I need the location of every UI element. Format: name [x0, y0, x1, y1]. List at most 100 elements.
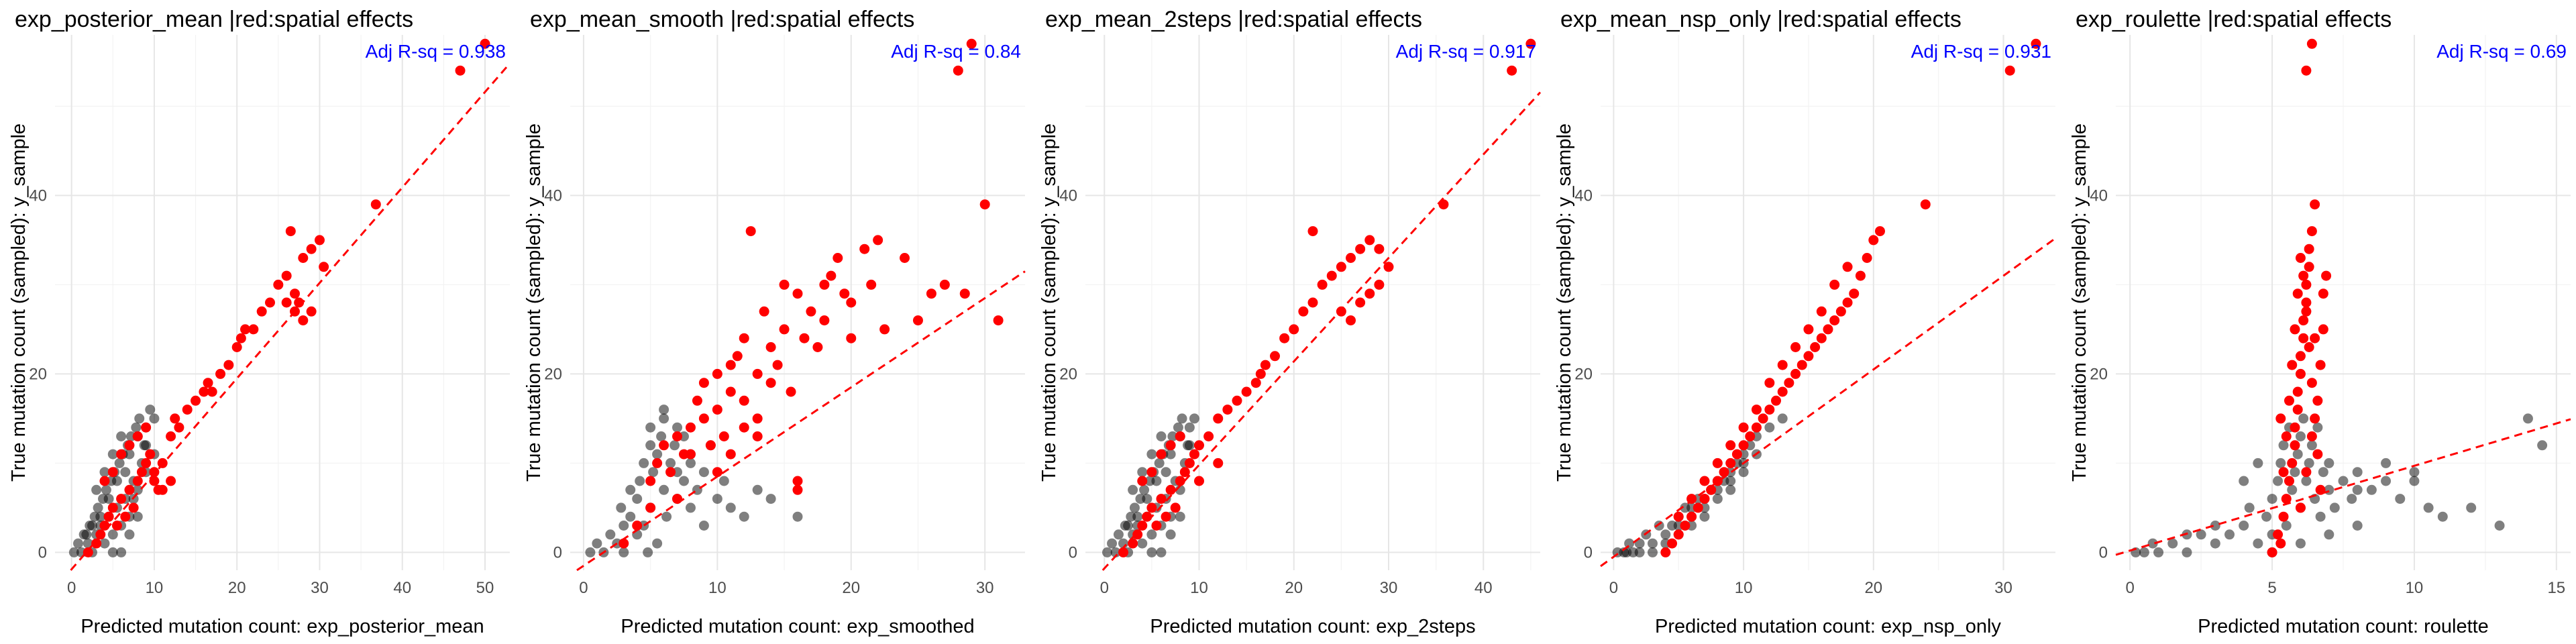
data-point-other — [2304, 458, 2314, 468]
data-point-spatial — [91, 538, 102, 549]
x-axis-label: Predicted mutation count: roulette — [2198, 616, 2489, 637]
data-point-spatial — [2304, 244, 2314, 254]
data-point-spatial — [1738, 422, 1749, 433]
data-point-other — [132, 511, 143, 522]
data-point-spatial — [2004, 65, 2015, 76]
plot-area — [1085, 35, 1542, 572]
plot-area — [570, 35, 1026, 572]
data-point-other — [131, 422, 142, 433]
data-point-other — [685, 458, 696, 468]
data-point-spatial — [1790, 368, 1801, 379]
data-point-spatial — [1507, 65, 1517, 76]
data-point-spatial — [2310, 333, 2320, 343]
data-point-other — [116, 431, 127, 441]
data-point-spatial — [705, 440, 716, 451]
panel-title: exp_posterior_mean |red:spatial effects — [15, 7, 413, 32]
data-point-other — [656, 431, 667, 441]
data-point-other — [1184, 440, 1195, 451]
data-point-spatial — [1222, 405, 1233, 415]
data-point-other — [1156, 547, 1167, 557]
data-point-other — [2324, 458, 2334, 468]
data-point-spatial — [1279, 333, 1290, 343]
data-point-spatial — [215, 368, 226, 379]
data-point-other — [2239, 476, 2249, 486]
data-point-spatial — [314, 235, 325, 246]
data-point-spatial — [2321, 270, 2332, 281]
data-point-spatial — [2292, 386, 2303, 397]
data-point-other — [625, 484, 636, 495]
data-point-spatial — [2310, 413, 2320, 424]
panel-title: exp_mean_nsp_only |red:spatial effects — [1560, 7, 1962, 32]
data-point-other — [652, 538, 663, 549]
data-point-spatial — [141, 422, 152, 433]
data-point-spatial — [2281, 431, 2292, 441]
data-point-other — [2329, 502, 2340, 513]
data-point-spatial — [1835, 306, 1846, 317]
data-point-other — [659, 484, 669, 495]
data-point-other — [87, 521, 97, 531]
data-point-other — [1156, 431, 1167, 441]
data-point-other — [1128, 484, 1138, 495]
data-point-spatial — [759, 306, 769, 317]
data-point-other — [625, 511, 636, 522]
data-point-spatial — [1165, 484, 1176, 495]
data-point-other — [592, 538, 602, 549]
data-point-spatial — [2292, 288, 2303, 299]
data-point-other — [1129, 502, 1140, 513]
data-point-other — [1173, 422, 1183, 433]
data-point-spatial — [1790, 342, 1801, 352]
data-point-spatial — [1161, 511, 1171, 522]
panel-posterior-mean: exp_posterior_mean |red:spatial effects … — [8, 7, 511, 637]
data-point-spatial — [718, 431, 729, 441]
x-tick-label: 30 — [1380, 579, 1398, 597]
data-point-spatial — [1777, 386, 1788, 397]
data-point-other — [2210, 521, 2220, 531]
data-point-spatial — [1777, 360, 1788, 370]
data-point-spatial — [1829, 279, 1840, 290]
data-point-spatial — [979, 199, 990, 210]
data-point-other — [1647, 547, 1658, 557]
data-point-spatial — [145, 449, 156, 460]
plot-area — [2115, 35, 2571, 570]
plot-area — [1600, 35, 2056, 570]
data-point-other — [739, 511, 749, 522]
data-point-spatial — [149, 467, 160, 478]
data-point-spatial — [2301, 297, 2312, 308]
data-point-other — [2153, 547, 2164, 557]
data-point-spatial — [645, 476, 656, 486]
data-point-spatial — [285, 226, 296, 237]
data-point-other — [99, 467, 110, 478]
data-point-spatial — [128, 502, 139, 513]
data-point-other — [1189, 413, 1199, 424]
data-point-spatial — [480, 38, 490, 49]
data-point-other — [2381, 476, 2392, 486]
data-point-spatial — [2315, 360, 2326, 370]
data-point-spatial — [2312, 449, 2323, 460]
data-point-spatial — [632, 521, 643, 531]
y-tick-label: 20 — [1059, 365, 1077, 383]
data-point-spatial — [2287, 360, 2298, 370]
data-point-spatial — [1165, 440, 1176, 451]
data-point-other — [68, 547, 79, 557]
data-point-other — [2182, 547, 2192, 557]
data-point-other — [643, 547, 653, 557]
data-point-spatial — [1374, 279, 1385, 290]
data-point-spatial — [1346, 253, 1356, 263]
data-point-spatial — [2281, 494, 2292, 504]
data-point-spatial — [191, 395, 201, 406]
data-point-other — [765, 494, 776, 504]
data-point-spatial — [2301, 467, 2312, 478]
data-point-spatial — [1699, 494, 1710, 504]
data-point-spatial — [1241, 386, 1252, 397]
data-point-spatial — [1862, 253, 1872, 263]
data-point-spatial — [136, 467, 147, 478]
regression-line — [2115, 418, 2571, 556]
data-point-spatial — [1771, 395, 1782, 406]
data-point-spatial — [1751, 405, 1762, 415]
x-tick-label: 30 — [976, 579, 994, 597]
data-point-spatial — [1170, 502, 1181, 513]
data-point-spatial — [1326, 270, 1337, 281]
data-point-other — [2352, 467, 2363, 478]
panel-mean-nsp-only: exp_mean_nsp_only |red:spatial effects A… — [1554, 7, 2056, 637]
data-point-other — [1764, 422, 1775, 433]
